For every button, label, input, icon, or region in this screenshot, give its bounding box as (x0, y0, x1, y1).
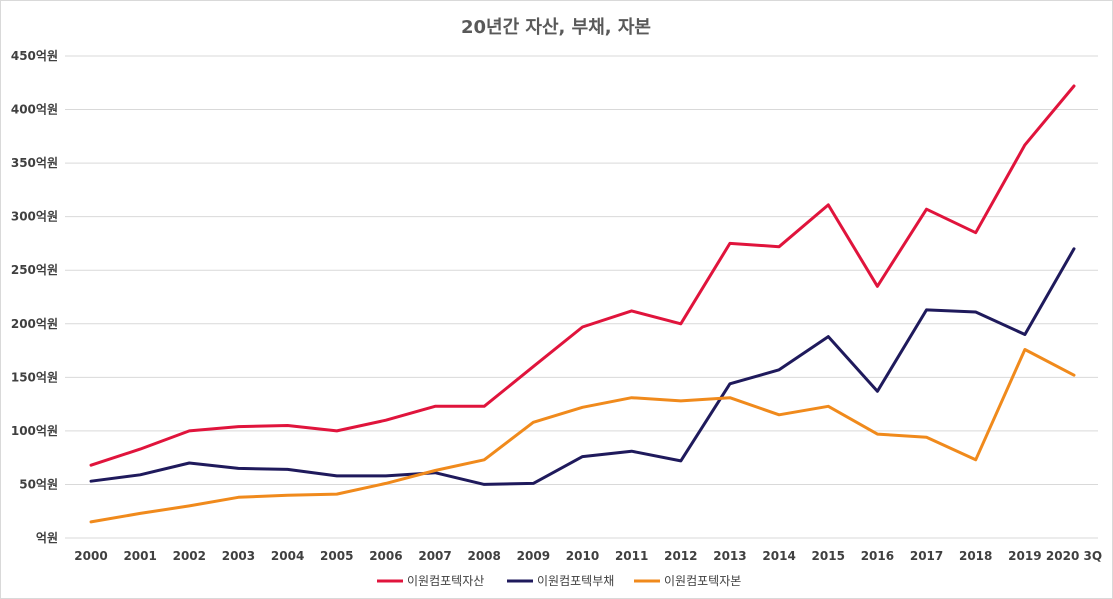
y-tick-label: 450억원 (11, 49, 58, 63)
y-tick-label: 100억원 (11, 424, 58, 438)
x-tick-label: 2001 (123, 549, 156, 563)
x-tick-label: 2003 (222, 549, 255, 563)
x-tick-label: 2004 (271, 549, 304, 563)
x-tick-label: 2019 (1008, 549, 1041, 563)
x-tick-label: 2016 (861, 549, 894, 563)
x-tick-label: 2002 (173, 549, 206, 563)
x-tick-label: 2010 (566, 549, 599, 563)
y-axis-tick-labels: 억원 50억원 100억원 150억원 200억원 250억원 300억원 350억원 400억… (11, 49, 58, 545)
x-tick-label: 2009 (517, 549, 550, 563)
x-tick-label: 2018 (959, 549, 992, 563)
x-axis-tick-labels: 2000 2001 2002 2003 2004 2005 2006 2007 2008 2009… (74, 549, 1102, 563)
x-tick-label: 2020 3Q (1046, 549, 1102, 563)
x-tick-label: 2013 (713, 549, 746, 563)
chart-title: 20년간 자산, 부채, 자본 (461, 17, 651, 38)
x-tick-label: 2008 (467, 549, 500, 563)
x-tick-label: 2011 (615, 549, 648, 563)
series-line-1 (89, 84, 1076, 467)
y-tick-label: 300억원 (11, 210, 58, 224)
legend: 이원컴포텍자산 이원컴포텍부채 이원컴포텍자본 (377, 574, 741, 588)
legend-label: 이원컴포텍부채 (537, 574, 614, 588)
x-tick-label: 2014 (762, 549, 795, 563)
y-tick-label: 400억원 (11, 103, 58, 117)
x-tick-label: 2012 (664, 549, 697, 563)
x-tick-label: 2017 (910, 549, 943, 563)
series-lines (89, 84, 1076, 524)
y-tick-label: 350억원 (11, 156, 58, 170)
x-tick-label: 2015 (812, 549, 845, 563)
grid-lines (65, 55, 1098, 539)
series-line-3 (89, 348, 1076, 524)
y-tick-label: 50억원 (19, 477, 58, 491)
y-tick-label: 억원 (36, 531, 58, 545)
legend-label: 이원컴포텍자산 (407, 574, 484, 588)
legend-item: 이원컴포텍자본 (634, 574, 741, 588)
x-tick-label: 2006 (369, 549, 402, 563)
legend-item: 이원컴포텍자산 (377, 574, 484, 588)
y-tick-label: 200억원 (11, 317, 58, 331)
y-tick-label: 250억원 (11, 263, 58, 277)
y-tick-label: 150억원 (11, 370, 58, 384)
x-tick-label: 2007 (418, 549, 451, 563)
legend-label: 이원컴포텍자본 (664, 574, 741, 588)
x-tick-label: 2000 (74, 549, 107, 563)
series-line-2 (89, 247, 1076, 486)
legend-item: 이원컴포텍부채 (507, 574, 614, 588)
x-tick-label: 2005 (320, 549, 353, 563)
